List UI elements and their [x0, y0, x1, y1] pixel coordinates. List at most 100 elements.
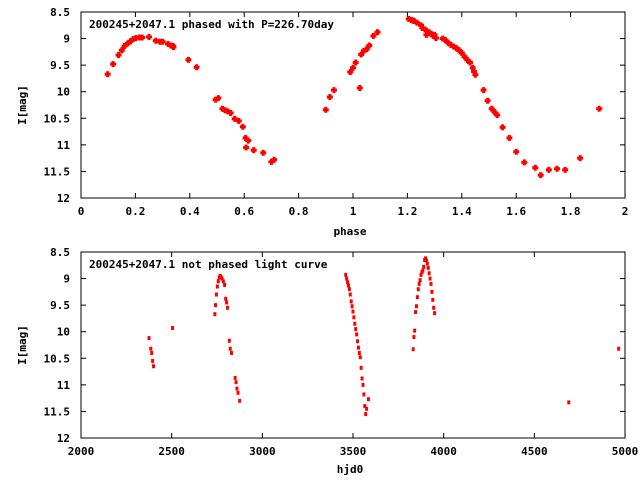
data-point: [152, 364, 156, 369]
data-point-dot: [361, 382, 365, 387]
data-point: [356, 84, 363, 91]
x-axis-label: hjd0: [337, 463, 364, 476]
data-point-dot: [356, 339, 360, 344]
data-point: [170, 44, 177, 51]
x-tick-label: 4500: [521, 445, 548, 458]
data-point-dot: [359, 365, 363, 370]
data-point: [414, 310, 418, 315]
data-point: [422, 26, 429, 33]
data-point: [427, 271, 431, 276]
data-point: [118, 47, 125, 54]
data-point: [139, 34, 146, 41]
data-point: [150, 350, 154, 355]
data-point: [234, 380, 238, 385]
data-point-dot: [431, 297, 435, 302]
data-point: [228, 346, 232, 351]
data-point: [110, 61, 117, 68]
data-point: [322, 106, 329, 113]
x-tick-label: 3000: [249, 445, 276, 458]
data-point: [429, 281, 433, 286]
data-point: [416, 287, 420, 292]
data-point-dot: [225, 300, 229, 305]
data-point-dot: [356, 345, 360, 350]
data-point: [432, 305, 436, 310]
data-point: [245, 137, 252, 144]
data-point: [354, 327, 358, 332]
data-point: [226, 305, 230, 310]
data-point: [350, 304, 354, 309]
data-point: [361, 382, 365, 387]
data-point: [227, 109, 234, 116]
data-point: [220, 276, 224, 281]
data-point-dot: [346, 283, 350, 288]
data-point: [362, 392, 366, 397]
data-point-dot: [224, 296, 228, 301]
data-point: [356, 339, 360, 344]
data-point-dot: [345, 276, 349, 281]
x-tick-label: 0.8: [289, 205, 309, 218]
data-point: [348, 292, 352, 297]
data-point: [345, 276, 349, 281]
data-point: [421, 268, 425, 273]
phased-light-curve-panel: 200245+2047.1 phased with P=226.70day ph…: [16, 6, 628, 238]
data-point: [472, 71, 479, 78]
data-point: [562, 166, 569, 173]
data-point: [422, 264, 426, 269]
data-point-dot: [150, 350, 154, 355]
data-point-dot: [354, 327, 358, 332]
data-point: [357, 350, 361, 355]
data-point-dot: [422, 264, 426, 269]
data-point: [330, 87, 337, 94]
data-point: [356, 345, 360, 350]
data-point: [236, 390, 240, 395]
data-point-dot: [171, 325, 175, 330]
data-point-dot: [220, 276, 224, 281]
data-point: [417, 281, 421, 286]
data-point: [221, 279, 225, 284]
data-point: [235, 386, 239, 391]
y-tick-label: 12: [57, 432, 70, 445]
data-point: [425, 261, 429, 266]
data-point: [365, 406, 369, 411]
data-point: [231, 115, 238, 122]
data-point: [366, 397, 370, 402]
data-point: [596, 105, 603, 112]
data-point-dot: [424, 256, 428, 261]
data-point: [230, 350, 234, 355]
data-point-dot: [215, 284, 219, 289]
data-point-dot: [223, 282, 227, 287]
data-point: [513, 148, 520, 155]
data-point: [537, 172, 544, 179]
data-point-dot: [234, 380, 238, 385]
data-point-dot: [416, 287, 420, 292]
data-point-dot: [417, 281, 421, 286]
y-tick-label: 9.5: [50, 299, 70, 312]
data-point: [411, 347, 415, 352]
data-point: [374, 29, 381, 36]
data-point: [351, 309, 355, 314]
x-axis-label: phase: [333, 225, 366, 238]
data-point: [349, 299, 353, 304]
data-point-dot: [235, 386, 239, 391]
data-point: [466, 59, 473, 66]
data-point: [227, 338, 231, 343]
data-point-dot: [221, 279, 225, 284]
data-point: [363, 46, 370, 53]
y-tick-label: 11: [57, 139, 71, 152]
data-point: [193, 64, 200, 71]
data-point: [352, 315, 356, 320]
data-point-dot: [427, 271, 431, 276]
data-point: [499, 124, 506, 131]
data-point-dot: [226, 305, 230, 310]
data-point: [370, 32, 377, 39]
data-points: [104, 15, 603, 179]
data-point-dot: [152, 364, 156, 369]
data-point-dot: [357, 350, 361, 355]
data-point: [532, 164, 539, 171]
data-point: [545, 166, 552, 173]
data-points: [147, 256, 621, 417]
data-point: [271, 156, 278, 163]
y-tick-label: 12: [57, 192, 70, 205]
data-point: [484, 97, 491, 104]
y-tick-label: 10.5: [44, 112, 71, 125]
